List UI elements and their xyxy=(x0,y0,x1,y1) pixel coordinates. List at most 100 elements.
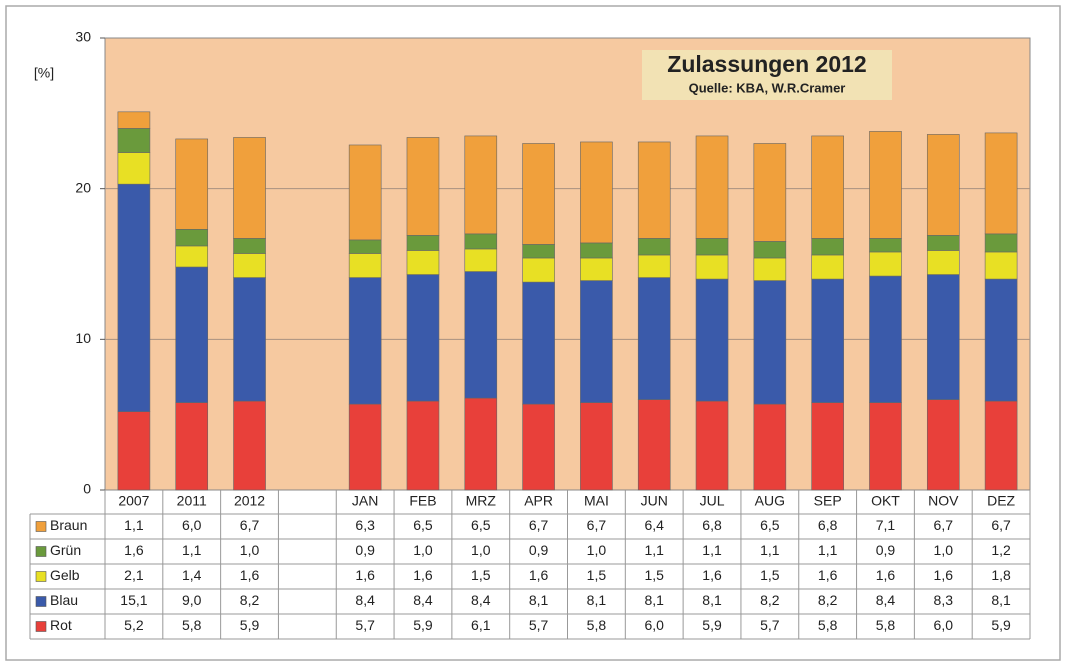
title-box xyxy=(642,50,892,100)
bar-segment xyxy=(811,278,844,403)
x-tick-label: 2011 xyxy=(177,493,207,509)
legend-swatch xyxy=(35,521,47,532)
bar-segment xyxy=(637,141,671,239)
table-value: 8,4 xyxy=(413,592,433,608)
bar-segment xyxy=(811,254,844,280)
legend-swatch xyxy=(35,621,47,632)
table-value: 5,7 xyxy=(529,617,549,633)
bar-segment xyxy=(984,278,1018,402)
y-tick-label: 0 xyxy=(83,481,91,497)
bar-segment xyxy=(695,278,729,402)
table-value: 1,5 xyxy=(471,567,491,583)
table-value: 8,1 xyxy=(644,592,664,608)
bar-segment xyxy=(753,143,787,242)
x-tick-label: SEP xyxy=(814,493,842,509)
legend-swatch xyxy=(35,596,47,607)
table-value: 1,0 xyxy=(240,542,260,558)
bar-segment xyxy=(926,399,960,491)
table-value: 1,0 xyxy=(934,542,954,558)
legend-label: Grün xyxy=(50,542,81,558)
bar-segment xyxy=(869,131,902,239)
bar-segment xyxy=(869,402,902,491)
table-value: 6,4 xyxy=(644,517,664,533)
chart-title: Zulassungen 2012 xyxy=(667,51,866,77)
bar-segment xyxy=(926,134,960,236)
bar-segment xyxy=(348,144,382,241)
bar-segment xyxy=(464,248,498,272)
table-value: 2,1 xyxy=(124,567,144,583)
table-value: 6,7 xyxy=(529,517,549,533)
table-value: 0,9 xyxy=(355,542,375,558)
bar-segment xyxy=(580,280,613,403)
bar-segment xyxy=(753,403,787,491)
table-value: 1,6 xyxy=(240,567,260,583)
bar-segment xyxy=(117,411,151,491)
table-value: 5,9 xyxy=(991,617,1011,633)
bar-segment xyxy=(984,233,1018,253)
bar-segment xyxy=(348,239,382,254)
bar-segment xyxy=(580,257,613,281)
table-value: 1,1 xyxy=(760,542,780,558)
bar-segment xyxy=(464,271,498,399)
bar-segment xyxy=(117,183,151,412)
table-value: 5,9 xyxy=(240,617,260,633)
table-value: 6,8 xyxy=(702,517,722,533)
table-value: 1,1 xyxy=(182,542,202,558)
x-tick-label: 2007 xyxy=(118,493,149,509)
table-value: 1,6 xyxy=(702,567,722,583)
bar-segment xyxy=(233,137,266,239)
table-value: 6,7 xyxy=(991,517,1011,533)
bar-segment xyxy=(869,251,902,277)
bar-segment xyxy=(464,135,498,235)
table-value: 1,5 xyxy=(760,567,780,583)
table-value: 8,2 xyxy=(760,592,780,608)
bar-segment xyxy=(464,233,498,250)
table-value: 6,0 xyxy=(644,617,664,633)
table-value: 5,8 xyxy=(587,617,607,633)
table-value: 6,0 xyxy=(934,617,954,633)
bar-segment xyxy=(695,254,729,280)
bar-segment xyxy=(406,250,440,275)
table-value: 1,0 xyxy=(587,542,607,558)
bar-segment xyxy=(695,238,729,256)
table-value: 6,1 xyxy=(471,617,491,633)
bar-segment xyxy=(869,275,902,403)
bar-segment xyxy=(348,277,382,405)
table-value: 1,6 xyxy=(876,567,896,583)
bar-segment xyxy=(175,229,209,247)
bar-segment xyxy=(117,111,151,129)
table-value: 5,8 xyxy=(818,617,838,633)
bar-segment xyxy=(637,399,671,491)
table-value: 1,6 xyxy=(818,567,838,583)
bar-segment xyxy=(406,235,440,251)
bar-segment xyxy=(926,250,960,275)
bar-segment xyxy=(175,138,209,230)
table-value: 8,4 xyxy=(471,592,491,608)
bar-segment xyxy=(233,238,266,254)
y-axis-label: [%] xyxy=(34,65,54,81)
table-value: 6,3 xyxy=(355,517,375,533)
legend-label: Rot xyxy=(50,617,72,633)
table-value: 6,7 xyxy=(934,517,954,533)
legend-label: Blau xyxy=(50,592,78,608)
table-value: 5,9 xyxy=(702,617,722,633)
x-tick-label: MRZ xyxy=(466,493,497,509)
bar-segment xyxy=(753,257,787,281)
x-tick-label: APR xyxy=(524,493,553,509)
table-value: 6,5 xyxy=(760,517,780,533)
bar-segment xyxy=(695,400,729,491)
x-tick-label: AUG xyxy=(755,493,785,509)
table-value: 6,5 xyxy=(413,517,433,533)
table-value: 1,1 xyxy=(124,517,144,533)
legend-swatch xyxy=(35,546,47,557)
bar-segment xyxy=(175,245,209,268)
table-value: 5,8 xyxy=(182,617,202,633)
table-value: 8,2 xyxy=(818,592,838,608)
bar-segment xyxy=(637,254,671,278)
bar-segment xyxy=(753,280,787,405)
table-value: 5,2 xyxy=(124,617,144,633)
y-tick-label: 10 xyxy=(75,330,91,346)
bar-segment xyxy=(695,135,729,239)
table-value: 6,7 xyxy=(587,517,607,533)
